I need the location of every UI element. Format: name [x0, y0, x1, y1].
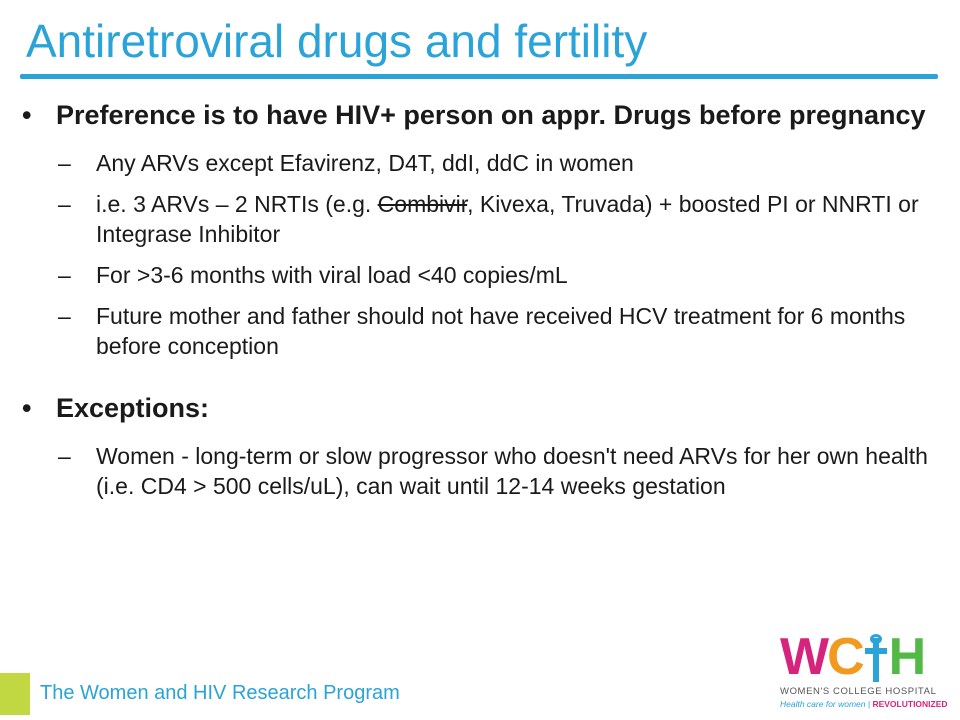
sub-item-arvs-except: – Any ARVs except Efavirenz, D4T, ddI, d… [20, 148, 935, 178]
logo-hospital-name: WOMEN'S COLLEGE HOSPITAL [780, 686, 937, 697]
footer-program-name: The Women and HIV Research Program [40, 682, 400, 704]
bullet-dot: • [22, 393, 32, 423]
logo-letter-w: W [780, 628, 829, 686]
bullet-exceptions: • Exceptions: [20, 391, 935, 425]
title-underline [20, 74, 938, 79]
logo-tagline: Health care for women | REVOLUTIONIZED [780, 699, 948, 709]
slide-title: Antiretroviral drugs and fertility [26, 15, 648, 67]
sub-item-hcv: – Future mother and father should not ha… [20, 301, 935, 361]
bullet-dot: • [22, 100, 32, 130]
sub-item-regimen: – i.e. 3 ARVs – 2 NRTIs (e.g. Combivir, … [20, 189, 935, 249]
sub-dash: – [58, 303, 71, 329]
sub-item-text-pre: i.e. 3 ARVs – 2 NRTIs (e.g. [96, 191, 378, 217]
sub-item-text: Women - long-term or slow progressor who… [96, 443, 928, 499]
slide-content: • Preference is to have HIV+ person on a… [20, 98, 935, 501]
logo-tagline-emphasis: REVOLUTIONIZED [872, 699, 948, 709]
sub-dash: – [58, 443, 71, 469]
logo-letter-h: H [888, 628, 927, 686]
struck-drug-name: Combivir [377, 191, 468, 217]
wch-logo: W C H WOMEN'S COLLEGE HOSPITAL Health ca… [780, 628, 948, 714]
bullet-preference: • Preference is to have HIV+ person on a… [20, 98, 935, 132]
sub-item-text: Any ARVs except Efavirenz, D4T, ddI, ddC… [96, 150, 634, 176]
sub-dash: – [58, 262, 71, 288]
sub-item-text: Future mother and father should not have… [96, 303, 906, 359]
sub-dash: – [58, 191, 71, 217]
logo-letters: W C H [780, 628, 930, 686]
logo-ankh-icon [864, 634, 887, 682]
logo-letter-c: C [827, 628, 865, 686]
bullet-exceptions-text: Exceptions: [56, 393, 210, 423]
sub-item-text-post: , Kivexa, Truvada) + boosted PI or NNRTI… [96, 191, 919, 247]
bullet-preference-text: Preference is to have HIV+ person on app… [56, 100, 926, 130]
sub-item-viral-load: – For >3-6 months with viral load <40 co… [20, 260, 935, 290]
spacer [20, 361, 935, 391]
sub-dash: – [58, 150, 71, 176]
logo-tagline-text: Health care for women [780, 699, 866, 709]
sub-item-text: For >3-6 months with viral load <40 copi… [96, 262, 568, 288]
footer-accent-square [0, 673, 30, 715]
sub-item-women-exception: – Women - long-term or slow progressor w… [20, 441, 935, 501]
